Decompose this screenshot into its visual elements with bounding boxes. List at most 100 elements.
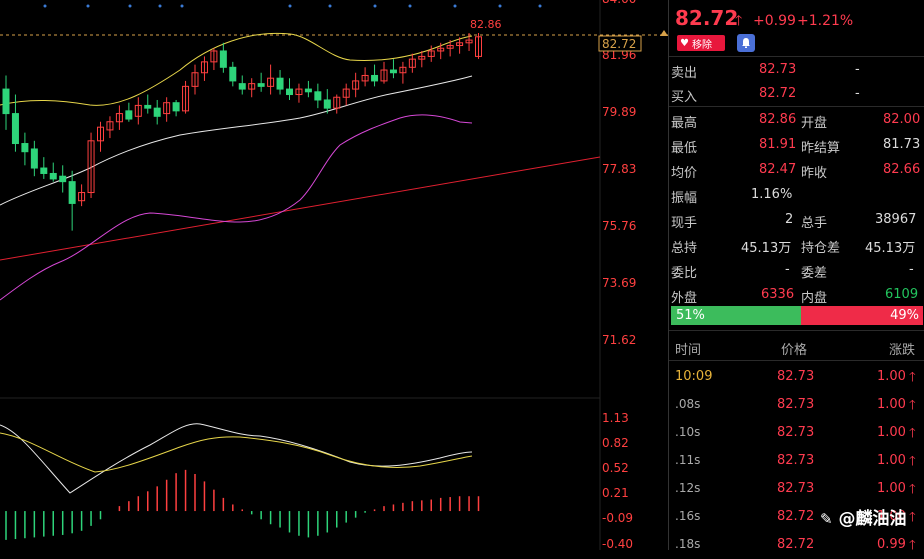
avg-label: 均价 (671, 166, 698, 181)
bid-row: 买入 82.72 - (669, 82, 924, 107)
trade-row: .10s 82.73 1.00 🡑 (669, 419, 924, 447)
candle-body (40, 167, 48, 174)
top-marker-dot (128, 4, 132, 8)
top-marker-dot (498, 4, 502, 8)
candle-body (323, 99, 331, 109)
bid-price: 82.72 (759, 86, 797, 101)
bid-label: 买入 (671, 90, 698, 105)
low-label: 最低 (671, 141, 698, 156)
prev-close-value: 82.66 (883, 162, 921, 177)
trade-change: 1.00 (877, 509, 906, 524)
order-diff-value: - (909, 262, 914, 277)
indicator-axis-label: 0.21 (602, 486, 629, 500)
trade-row: .12s 82.73 1.00 🡑 (669, 475, 924, 503)
total-vol-value: 38967 (875, 212, 917, 227)
lower-band-line (0, 114, 473, 301)
ask-price: 82.73 (759, 62, 797, 77)
trade-time: .08s (675, 397, 701, 411)
indicator-axis-label: 0.82 (602, 436, 629, 450)
candle-body (106, 121, 114, 131)
oi-change-value: 45.13万 (865, 241, 916, 256)
arrow-up-icon: 🡑 (909, 482, 916, 497)
candle-body (115, 113, 123, 123)
candle-body (380, 69, 388, 82)
candle-body (30, 148, 38, 169)
quote-panel: 82.72 🡑 +0.99 +1.21% ♥ 移除 卖出 82.73 - 买入 … (668, 0, 924, 553)
indicator-axis-label: 1.13 (602, 411, 629, 425)
top-marker-dot (328, 4, 332, 8)
candle-body (210, 50, 218, 63)
trade-change: 1.00 (877, 481, 906, 496)
candle-body (352, 80, 360, 90)
stat-row: 委比 - 委差 - (669, 258, 924, 283)
col-price: 价格 (781, 343, 808, 358)
candle-body (437, 47, 445, 52)
remove-watchlist-button[interactable]: ♥ 移除 (677, 35, 725, 51)
price-axis-label: 73.69 (602, 276, 636, 290)
candle-body (182, 85, 190, 112)
trade-time: .11s (675, 453, 701, 467)
top-marker-dot (538, 4, 542, 8)
candle-body (257, 83, 265, 87)
arrow-up-icon: 🡑 (909, 370, 916, 385)
trade-change: 1.00 (877, 397, 906, 412)
divider (669, 56, 924, 57)
top-marker-dot (180, 4, 184, 8)
candle-body (11, 113, 19, 145)
trade-change: 0.99 (877, 537, 906, 552)
candle-body (134, 104, 142, 117)
sell-ratio: 49% (801, 306, 923, 325)
quote-header: 82.72 🡑 +0.99 +1.21% ♥ 移除 (669, 0, 924, 56)
arrow-up-icon: 🡑 (735, 13, 743, 29)
inner-vol-label: 内盘 (801, 291, 828, 306)
open-value: 82.00 (883, 112, 921, 127)
trade-row: 10:09 82.73 1.00 🡑 (669, 363, 924, 391)
price-axis-label: 71.62 (602, 333, 636, 347)
prev-settle-label: 昨结算 (801, 141, 841, 156)
trade-row: .16s 82.72 1.00 🡑 (669, 503, 924, 531)
buy-sell-ratio-bar: 51% 49% (671, 306, 923, 325)
middle-band-line (0, 75, 473, 206)
candle-body (314, 91, 322, 101)
candle-body (389, 69, 397, 74)
trade-price: 82.73 (777, 453, 815, 468)
ask-row: 卖出 82.73 - (669, 58, 924, 83)
arrow-up-icon: 🡑 (909, 398, 916, 413)
cur-vol-value: 2 (785, 212, 794, 227)
ask-label: 卖出 (671, 66, 698, 81)
cur-vol-label: 现手 (671, 216, 698, 231)
trade-time: .18s (675, 537, 701, 551)
alert-button[interactable] (737, 34, 755, 52)
top-marker-dot (86, 4, 90, 8)
candle-body (276, 77, 284, 90)
price-axis-label: 75.76 (602, 219, 636, 233)
trade-time: .10s (675, 425, 701, 439)
last-price-box (598, 35, 642, 52)
last-price: 82.72 (675, 6, 739, 30)
candle-body (418, 55, 426, 60)
candle-body (2, 88, 10, 115)
candle-body (21, 143, 29, 153)
candle-body (408, 58, 416, 68)
trade-price: 82.73 (777, 369, 815, 384)
divider (669, 330, 924, 331)
bell-icon (742, 38, 750, 48)
dea-line (0, 432, 473, 473)
high-value: 82.86 (759, 112, 797, 127)
high-label: 最高 (671, 116, 698, 131)
kline-chart-svg[interactable]: 81.9679.8977.8375.7673.6971.6284.0082.72… (0, 0, 668, 550)
open-interest-value: 45.13万 (741, 241, 792, 256)
bid-volume: - (855, 86, 860, 101)
candle-body (87, 140, 95, 194)
trade-time: .16s (675, 509, 701, 523)
trade-price: 82.73 (777, 481, 815, 496)
candle-body (456, 42, 464, 47)
candle-body (191, 72, 199, 87)
divider (669, 106, 924, 107)
trade-price: 82.72 (777, 509, 815, 524)
candle-body (153, 107, 161, 117)
candle-body (219, 50, 227, 68)
dif-line (0, 423, 473, 494)
candle-body (446, 45, 454, 49)
kline-chart[interactable]: 81.9679.8977.8375.7673.6971.6284.0082.72… (0, 0, 668, 550)
